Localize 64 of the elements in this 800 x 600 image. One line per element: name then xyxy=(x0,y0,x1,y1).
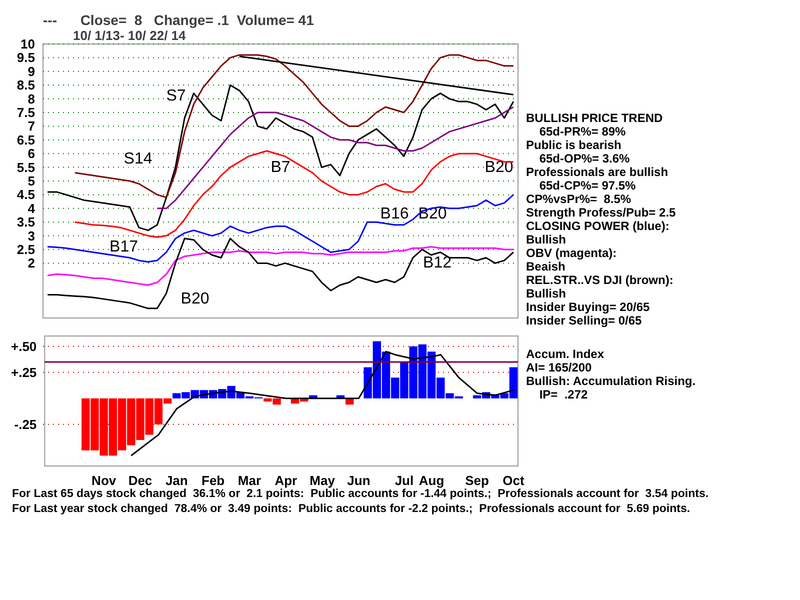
text: Bullish: Accumulation Rising. xyxy=(526,374,696,388)
chart-title: --- Close= 8 Change= .1 Volume= 41 xyxy=(43,12,314,28)
y-tick-label: +.50 xyxy=(10,338,37,354)
text: Insider Buying= 20/65 xyxy=(526,300,650,314)
y-tick-label: 2 xyxy=(28,256,35,271)
text: Public is bearish xyxy=(526,138,622,152)
x-tick-label: Nov xyxy=(92,473,117,488)
y-tick-label: 7 xyxy=(28,118,35,134)
text: AI= 165/200 xyxy=(526,360,592,374)
text: Beaish xyxy=(526,260,566,274)
annotation: B17 xyxy=(110,238,138,256)
y-tick-label: 3 xyxy=(28,228,35,244)
y-tick-label: 3.5 xyxy=(16,214,35,230)
text: IP= .272 xyxy=(526,388,588,402)
x-tick-label: May xyxy=(310,473,336,488)
text: Strength Profess/Pub= 2.5 xyxy=(526,206,676,220)
x-tick-label: Jul xyxy=(394,473,414,488)
text: BULLISH PRICE TREND xyxy=(526,111,664,125)
text: Bullish xyxy=(526,286,566,300)
y-tick-label: 8.5 xyxy=(16,78,35,93)
text: Professionals are bullish xyxy=(526,165,668,179)
y-tick-label: 4.5 xyxy=(16,187,35,202)
x-tick-label: Dec xyxy=(128,473,152,488)
x-tick-label: Sep xyxy=(465,473,490,488)
text: For Last year stock changed 78.4% or 3.49 points: Public accounts for -2.2 points.; Professionals account for 5.69 points. xyxy=(12,503,690,515)
text: 65d-PR%= 89% xyxy=(526,124,626,138)
y-tick-label: 6.5 xyxy=(16,132,35,148)
y-tick-label: +.25 xyxy=(10,364,37,380)
text: 65d-CP%= 97.5% xyxy=(526,178,636,192)
x-tick-label: Mar xyxy=(238,473,262,488)
y-tick-label: 9 xyxy=(28,64,35,79)
text: 65d-OP%= 3.6% xyxy=(526,152,630,166)
text: OBV (magenta): xyxy=(526,246,617,260)
annotation: S14 xyxy=(124,150,152,168)
y-tick-label: 9.5 xyxy=(16,50,35,66)
annotation: B20 xyxy=(180,290,210,308)
text: CP%vsPr%= 8.5% xyxy=(526,192,632,206)
x-tick-label: Oct xyxy=(502,473,525,488)
y-tick-label: 6 xyxy=(28,146,35,162)
x-tick-label: Jun xyxy=(347,473,370,488)
y-tick-label: 5 xyxy=(28,174,35,188)
text: Bullish xyxy=(526,232,566,246)
text: REL.STR..VS DJI (brown): xyxy=(526,273,674,287)
text: Insider Selling= 0/65 xyxy=(526,314,642,328)
x-tick-label: Aug xyxy=(418,473,444,488)
text: For Last 65 days stock changed 36.1% or 2.1 points: Public accounts for -1.44 points.; Professionals account for 3.54 points. xyxy=(12,488,709,500)
annotation: S7 xyxy=(166,88,186,105)
y-tick-label: 7.5 xyxy=(16,105,35,120)
annotation: B20 xyxy=(484,158,514,176)
text: CLOSING POWER (blue): xyxy=(526,219,670,233)
chart-subtitle: 10/ 1/13- 10/ 22/ 14 xyxy=(73,28,187,43)
x-tick-label: Feb xyxy=(202,473,225,488)
x-tick-label: Jan xyxy=(165,473,188,488)
y-tick-label: 5.5 xyxy=(16,160,35,175)
y-tick-label: -.25 xyxy=(14,416,37,432)
y-tick-label: 10 xyxy=(20,36,35,52)
x-tick-label: Apr xyxy=(274,473,298,488)
y-tick-label: 8 xyxy=(28,91,35,106)
annotation: B7 xyxy=(270,158,290,176)
y-tick-label: 2.5 xyxy=(16,242,35,257)
annotation: B12 xyxy=(423,254,452,272)
text: Accum. Index xyxy=(526,347,604,361)
y-tick-label: 4 xyxy=(28,200,36,216)
annotation: B16 xyxy=(380,205,409,222)
